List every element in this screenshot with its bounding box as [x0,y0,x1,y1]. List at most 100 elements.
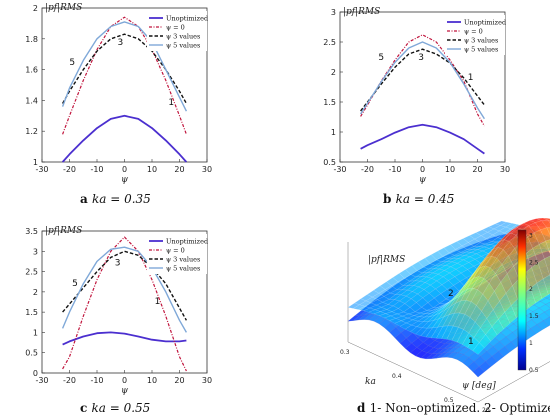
legend-entry: ψ 3 values [464,36,498,44]
y-tick-label: 1.5 [323,98,336,107]
z-axis-label: |pf|RMS [368,255,405,265]
x-tick-label: -10 [90,165,103,174]
y-tick-label: 0.5 [25,349,38,358]
curve-annotation: 5 [69,58,75,68]
colorbar-tick-label: 1 [529,340,533,347]
legend-entry: ψ = 0 [464,27,483,35]
x-tick-label: 10 [147,165,157,174]
curve-annotation: 3 [115,258,121,268]
optimized-surface-patch [542,217,550,221]
psi-tick-label: 20 [482,407,490,414]
legend-entry: ψ 5 values [166,264,200,272]
y-axis-label: |pf|RMS [45,226,82,236]
x-axis-label: ψ [419,175,427,185]
series-line [62,16,187,135]
y-tick-label: 2 [33,4,38,13]
curve-annotation: 1 [168,98,174,108]
surface-annotation: 2 [448,289,454,299]
series-line [360,123,485,155]
x-tick-label: -30 [35,165,48,174]
series-line [61,114,188,163]
legend-entry: Unoptimized [166,237,208,245]
curve-annotation: 3 [118,38,124,48]
x-tick-label: 20 [174,165,184,174]
y-tick-label: 1 [33,158,38,167]
optimized-surface-patch [549,218,550,219]
series-line [62,331,187,346]
panel-a: -30 -20 -10 0 10 20 30 1 1.2 1.4 1.6 1.8 2 |pf|RMS ψ Un… [25,3,212,206]
y-tick-label: 3.5 [25,227,38,236]
x-tick-label: 0 [122,165,127,174]
x-tick-label: 0 [420,165,425,174]
y-tick-label: 2.5 [323,38,336,47]
legend-entry: ψ 5 values [166,41,200,49]
y-tick-label: 1.8 [25,35,38,44]
curve-annotation: 1 [468,73,474,83]
y-tick-label: 1 [331,128,336,137]
colorbar-tick-label: 0.5 [529,367,539,374]
x-tick-label: 10 [147,376,157,385]
psi-axis-label: ψ [deg] [462,381,496,391]
panel-caption: a ka = 0.35 [80,192,151,206]
x-axis-label: ψ [121,386,129,396]
legend-entry: ψ 3 values [166,32,200,40]
panel-b: -30 -20 -10 0 10 20 30 0.5 1 1.5 2 2.5 3 |pf|RMS ψ Unop… [323,7,510,206]
x-axis-label: ψ [121,175,129,185]
x-tick-label: -10 [388,165,401,174]
y-tick-label: 2 [331,68,336,77]
curve-annotation: 5 [378,53,384,63]
x-tick-label: -20 [63,165,76,174]
panel-caption: d 1- Non–optimized. 2- Optimized [357,401,550,415]
optimized-surface-patch [546,227,550,235]
colorbar-tick-label: 1.5 [529,313,539,320]
curve-annotation: 1 [155,297,161,307]
optimized-surface-patch [472,342,485,355]
x-tick-label: -20 [63,376,76,385]
y-tick-label: 0.5 [323,158,336,167]
series-line [360,41,485,120]
y-tick-label: 2.5 [25,268,38,277]
ka-axis [347,341,479,403]
series-line [61,33,188,104]
x-tick-label: 10 [445,165,455,174]
y-tick-label: 3 [33,247,38,256]
unoptimized-surface-patch [472,366,485,378]
y-tick-label: 1.5 [25,308,38,317]
x-tick-label: -10 [90,376,103,385]
ka-axis-label: ka [365,377,376,387]
colorbar-tick-label: 3 [529,232,533,239]
x-tick-label: -30 [35,376,48,385]
optimized-surface-patch [504,305,517,324]
ka-tick-label: 0.4 [392,373,402,380]
x-tick-label: 20 [174,376,184,385]
psi-axis [477,361,550,403]
legend-entry: ψ = 0 [166,23,185,31]
y-tick-label: 0 [33,369,38,378]
x-tick-label: 0 [122,376,127,385]
panel-caption: c ka = 0.55 [80,401,150,415]
legend-entry: Unoptimized [166,14,208,22]
y-axis-label: |pf|RMS [45,3,82,13]
legend-entry: ψ 5 values [464,45,498,53]
x-tick-label: 30 [202,165,212,174]
series-line [61,21,188,112]
unoptimized-surface-patch [546,296,550,301]
surface-annotation: 1 [468,337,474,347]
x-tick-label: 30 [202,376,212,385]
y-tick-label: 2 [33,288,38,297]
series-line [360,48,485,112]
panel-c: -30 -20 -10 0 10 20 30 0 0.5 1 1.5 2 2.5 3 3.5 |pf|RMS ψ… [25,226,212,415]
ka-tick-label: 0.5 [444,397,454,404]
x-tick-label: 30 [500,165,510,174]
y-tick-label: 1.4 [25,96,38,105]
legend-entry: Unoptimized [464,18,506,26]
y-tick-label: 1.6 [25,66,38,75]
ka-tick-label: 0.3 [340,349,350,356]
curve-annotation: 3 [418,53,424,63]
x-tick-label: 20 [472,165,482,174]
series-line [62,236,187,372]
x-tick-label: -20 [361,165,374,174]
panel-caption: b ka = 0.45 [383,192,454,206]
